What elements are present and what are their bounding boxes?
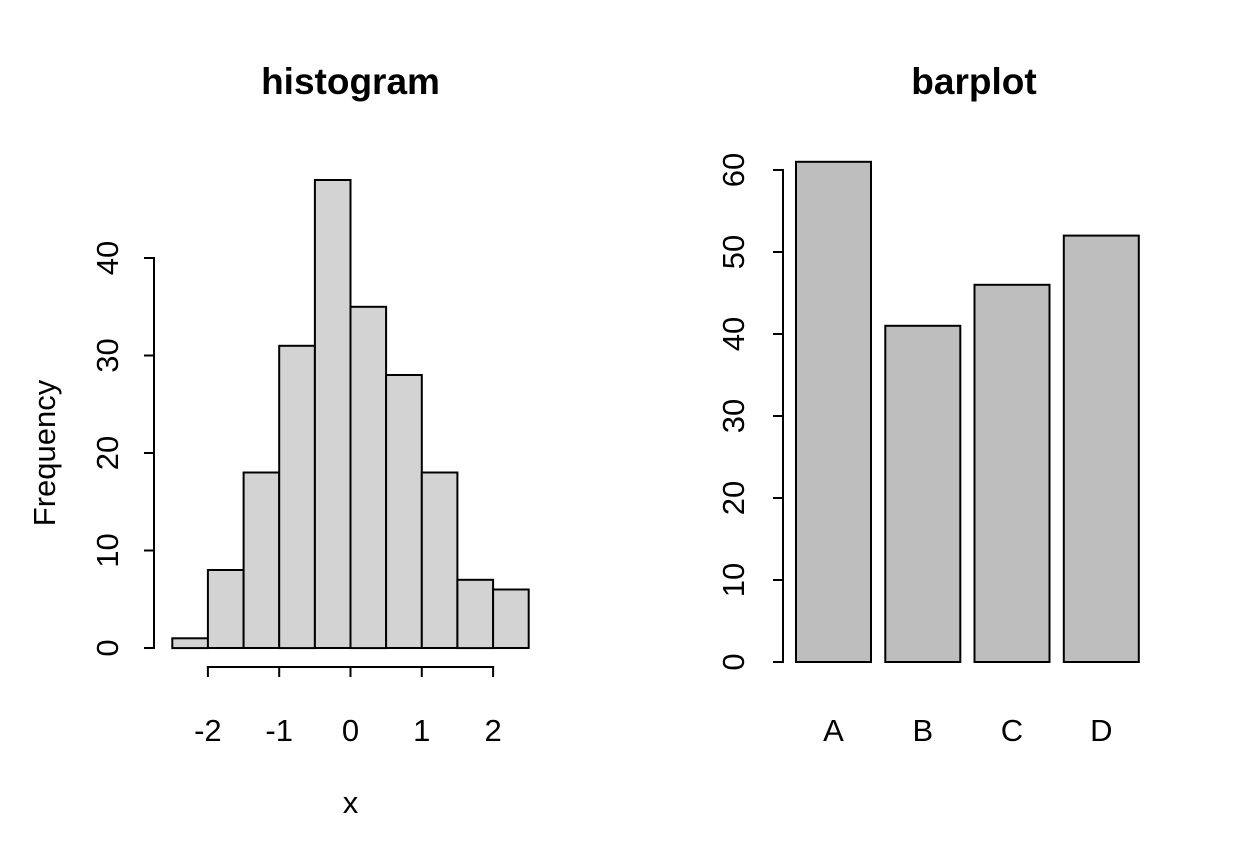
histogram-bar (492, 588, 530, 649)
barplot-panel: barplot 0 10 20 30 40 50 60 A B C D (716, 61, 1140, 748)
x-tick-label: 2 (484, 713, 501, 748)
histogram-title: histogram (261, 61, 440, 102)
histogram-bar (206, 569, 245, 649)
histogram-bar (171, 637, 210, 650)
y-tick-label: 50 (716, 235, 751, 269)
barplot-bar (795, 160, 872, 664)
barplot-bar (973, 283, 1051, 663)
x-tick-label: -1 (265, 713, 293, 748)
barplot-bar (1062, 234, 1140, 663)
histogram-x-axis-title: x (343, 785, 359, 820)
y-tick-label: 0 (716, 653, 751, 670)
y-tick-label: 60 (716, 153, 751, 187)
histogram-bar (456, 578, 495, 650)
histogram-bar (278, 344, 316, 650)
histogram-bar (242, 471, 281, 649)
histogram-panel: histogram Frequency x 0 10 20 30 40 -2 -1 0 1 2 (27, 61, 530, 820)
y-tick-label: 10 (716, 563, 751, 597)
histogram-bar (420, 471, 459, 649)
histogram-bar (313, 179, 352, 649)
x-tick-label: 0 (342, 713, 359, 748)
barplot-bars (795, 160, 1140, 664)
category-label: C (1001, 713, 1023, 748)
y-tick-label: 30 (90, 338, 125, 372)
y-tick-label: 10 (90, 533, 125, 567)
histogram-x-axis: -2 -1 0 1 2 (194, 666, 502, 748)
y-tick-label: 0 (90, 639, 125, 656)
barplot-bar (884, 324, 962, 663)
barplot-y-axis: 0 10 20 30 40 50 60 (716, 153, 784, 671)
histogram-y-axis: 0 10 20 30 40 (90, 241, 155, 657)
x-tick-label: 1 (413, 713, 430, 748)
y-tick-label: 30 (716, 399, 751, 433)
histogram-bars (171, 179, 530, 650)
y-tick-label: 40 (90, 241, 125, 275)
category-label: B (912, 713, 933, 748)
barplot-category-labels: A B C D (823, 713, 1112, 748)
barplot-title: barplot (911, 61, 1036, 102)
category-label: A (823, 713, 844, 748)
histogram-bar (385, 374, 423, 649)
histogram-bar (349, 305, 388, 650)
y-tick-label: 20 (90, 436, 125, 470)
category-label: D (1090, 713, 1112, 748)
y-tick-label: 20 (716, 481, 751, 515)
histogram-y-axis-title: Frequency (27, 379, 62, 526)
y-tick-label: 40 (716, 317, 751, 351)
x-tick-label: -2 (194, 713, 222, 748)
